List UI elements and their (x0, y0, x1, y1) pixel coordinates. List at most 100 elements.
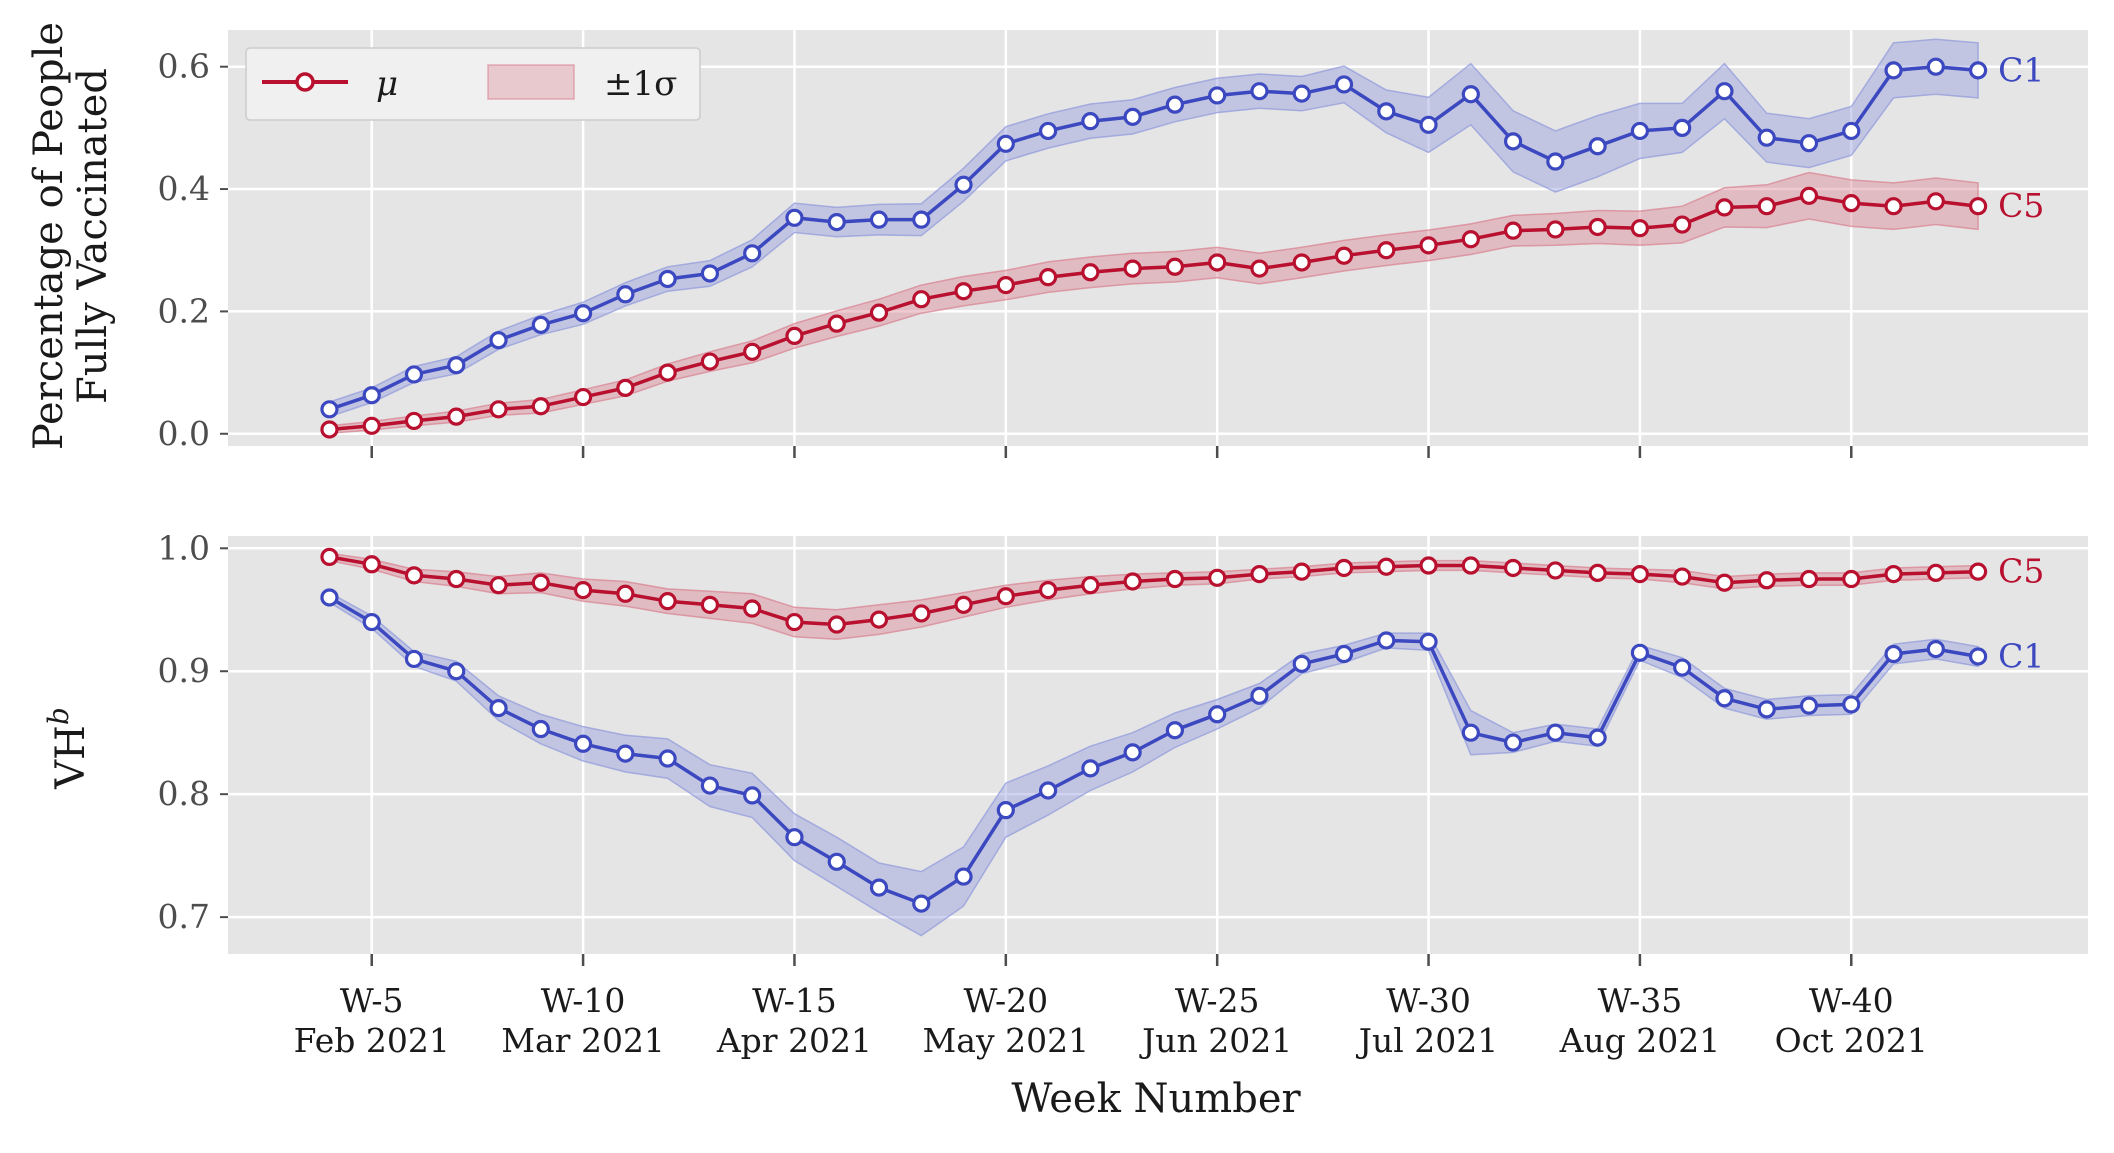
top-point-c1-w28 (1334, 75, 1354, 94)
bottom-y-tick-labels: 0.7 0.8 0.9 1.0 (158, 528, 228, 936)
top-point-c1-w18 (912, 210, 931, 229)
bottom-mean-markers (320, 547, 1988, 913)
top-point-c1-w22 (1081, 112, 1100, 131)
top-point-c5-w33 (1546, 220, 1565, 239)
top-point-c1-w7 (447, 356, 466, 375)
bot-point-c5-w42 (1926, 563, 1945, 582)
bot-point-c1-w32 (1503, 733, 1523, 752)
top-point-c5-w42 (1926, 192, 1945, 211)
legend: μ ±1σ (245, 47, 701, 121)
xtick-month-label-7: Oct 2021 (1775, 1021, 1928, 1060)
bot-point-c5-w24 (1165, 569, 1185, 589)
bot-point-c5-w26 (1250, 565, 1269, 584)
top-point-c5-w10 (573, 387, 593, 407)
xtick-week-label-5: W-30 (1386, 981, 1471, 1020)
bot-point-c5-w8 (489, 576, 508, 595)
bottom-plot-background (228, 536, 2088, 954)
xtick-month-label-2: Apr 2021 (716, 1021, 872, 1060)
bot-point-c1-w37 (1715, 689, 1734, 708)
top-point-c5-w8 (489, 400, 508, 419)
top-point-c1-w40 (1842, 121, 1861, 141)
legend-band-label: ±1σ (604, 64, 677, 104)
top-point-c1-w36 (1673, 118, 1692, 137)
bot-point-c1-w8 (489, 699, 508, 718)
bot-point-c1-w29 (1377, 631, 1396, 650)
top-point-c1-w43 (1968, 61, 1988, 80)
bot-point-c5-w6 (404, 566, 424, 585)
bot-point-c5-w33 (1546, 561, 1565, 580)
bot-point-c1-w26 (1250, 686, 1269, 705)
bot-point-c5-w20 (996, 587, 1015, 606)
bot-end-label-c1: C1 (1998, 636, 2044, 675)
top-y-tick-labels: 0.0 0.2 0.4 0.6 (158, 47, 228, 453)
top-point-c5-w19 (954, 282, 973, 301)
bot-point-c1-w4 (320, 588, 339, 607)
bottom-y-axis-label: VHb (42, 707, 94, 790)
bot-point-c5-w15 (785, 612, 804, 632)
top-ytick-label-0: 0.0 (158, 414, 210, 453)
top-point-c1-w35 (1630, 121, 1650, 141)
bot-point-c5-w22 (1081, 576, 1100, 595)
top-point-c1-w13 (700, 264, 720, 283)
top-point-c1-w8 (489, 331, 508, 350)
top-point-c5-w29 (1377, 241, 1396, 260)
top-x-tick-marks (370, 446, 1853, 458)
bot-point-c1-w13 (700, 776, 720, 795)
top-point-c1-w26 (1250, 82, 1269, 101)
xtick-week-label-1: W-10 (541, 981, 626, 1020)
bot-point-c5-w4 (320, 547, 339, 567)
bot-point-c5-w30 (1419, 556, 1438, 575)
bot-point-c1-w21 (1038, 781, 1058, 800)
top-end-label-c5: C5 (1998, 186, 2044, 225)
bot-point-c5-w13 (700, 595, 720, 614)
bot-point-c5-w38 (1757, 571, 1776, 590)
xtick-week-label-4: W-25 (1175, 981, 1260, 1020)
top-point-c1-w31 (1461, 85, 1480, 104)
top-point-c5-w38 (1757, 197, 1776, 216)
x-axis-label: Week Number (1011, 1076, 1301, 1122)
bot-point-c5-w23 (1123, 572, 1142, 591)
top-point-c1-w4 (320, 400, 339, 419)
xtick-week-label-3: W-20 (963, 981, 1048, 1020)
top-panel-vaccinated: 0.0 0.2 0.4 0.6 C1 C5 Percentage of People F… (26, 22, 2088, 458)
top-point-c1-w12 (658, 269, 677, 289)
top-point-c5-w11 (616, 378, 635, 397)
top-mean-markers (320, 57, 1988, 439)
bot-point-c5-w21 (1038, 580, 1058, 600)
top-point-c1-w5 (362, 386, 381, 405)
top-band-c1 (328, 38, 1979, 418)
top-point-c5-w34 (1588, 217, 1607, 237)
bot-point-c5-w41 (1884, 565, 1903, 584)
xtick-week-label-7: W-40 (1809, 981, 1894, 1020)
xtick-week-label-6: W-35 (1598, 981, 1683, 1020)
top-mean-lines (328, 64, 1979, 432)
bot-point-c1-w24 (1165, 721, 1185, 740)
top-point-c5-w41 (1884, 197, 1903, 216)
top-point-c5-w35 (1630, 219, 1650, 238)
bot-point-c5-w18 (912, 604, 931, 623)
top-point-c1-w23 (1123, 107, 1142, 126)
top-point-c5-w31 (1461, 230, 1480, 249)
bot-point-c1-w12 (658, 749, 677, 768)
xtick-month-label-6: Aug 2021 (1559, 1021, 1721, 1060)
top-point-c5-w25 (1208, 253, 1227, 272)
bot-point-c5-w28 (1334, 558, 1354, 578)
top-point-c5-w18 (912, 290, 931, 309)
top-point-c1-w15 (785, 208, 804, 227)
top-point-c5-w27 (1292, 253, 1311, 272)
top-series-end-labels: C1 C5 (1998, 50, 2044, 225)
bot-point-c5-w17 (869, 610, 889, 629)
top-band-c5 (328, 171, 1979, 435)
top-point-c5-w6 (404, 411, 424, 431)
bot-point-c1-w35 (1630, 643, 1650, 662)
top-point-c1-w38 (1757, 128, 1776, 147)
bot-band-c1 (328, 591, 1979, 937)
legend-box (245, 47, 701, 121)
top-point-c5-w7 (447, 407, 466, 426)
bot-ytick-label-1: 0.8 (158, 774, 210, 813)
bot-point-c1-w31 (1461, 723, 1480, 742)
top-point-c1-w34 (1588, 137, 1607, 156)
top-end-label-c1: C1 (1998, 50, 2044, 89)
